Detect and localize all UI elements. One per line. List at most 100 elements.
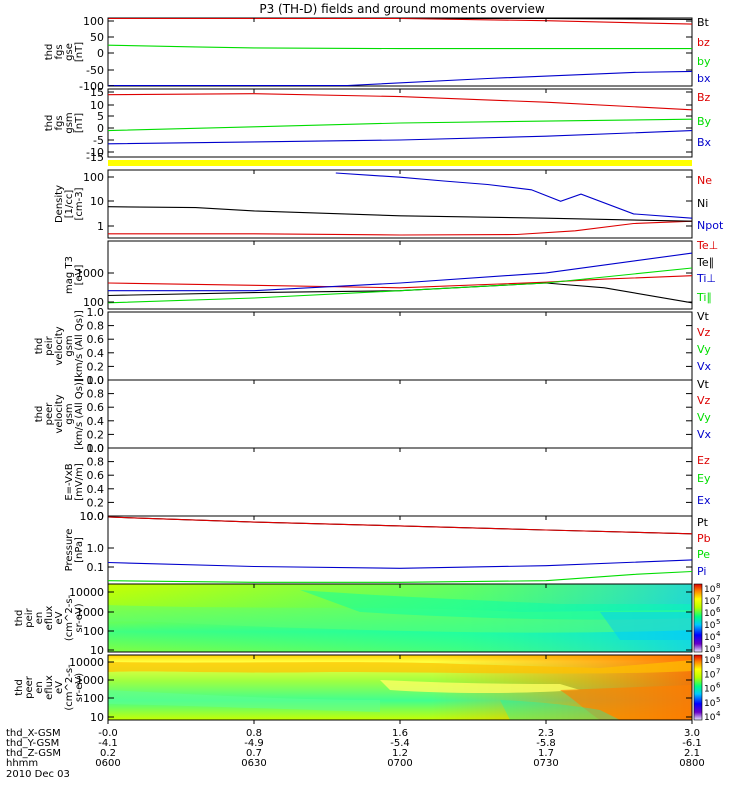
ylabel-line: [nPa] (74, 537, 85, 563)
colorbar-tick-label: 10 (704, 685, 716, 695)
series-fgs_gse-2 (107, 44, 692, 50)
ylabel-line: [nT] (74, 113, 85, 133)
series-temperature-0 (107, 275, 693, 289)
ytick-label-temperature: 100 (83, 296, 104, 309)
legend-fgs_gse-1: bz (697, 36, 710, 49)
ylabel-line: gsm (64, 112, 75, 133)
ylabel-temperature: mag T3 [eV] (64, 256, 85, 294)
ytick-label-efield: 0.6 (87, 469, 105, 482)
colorbar-tick-label: 10 (704, 713, 716, 723)
ylabel-line: peer (24, 675, 35, 699)
ephemeris-row-label: hhmm (6, 758, 38, 769)
ylabel-line: E=-VxB (64, 463, 75, 500)
legend-fgs_gsm-2: Bx (697, 136, 712, 149)
ytick-label-peir_spec: 10000 (69, 586, 104, 599)
ylabel-line: thd (34, 338, 45, 355)
ytick-label-peer_spec: 1000 (76, 674, 104, 687)
ytick-label-pressure: 1.0 (87, 542, 105, 555)
ytick-label-fgs_gsm: -5 (93, 134, 104, 147)
legend-fgs_gsm-0: Bz (697, 91, 711, 104)
legend-temperature-2: Ti⊥ (696, 272, 716, 285)
ylabel-fgs_gse: thd fgs gse [nT] (44, 42, 85, 62)
colorbar-tick-exp: 6 (716, 606, 721, 614)
legend-peir_velocity-3: Vx (697, 360, 712, 373)
legend-peer_velocity-2: Vy (697, 411, 711, 424)
ylabel-line: [cm-3] (74, 187, 85, 220)
ylabel-peir_spec: thd peir en eflux eV (cm^2-s-sr-eV) (14, 594, 85, 641)
legend-pressure-2: Pe (697, 548, 710, 561)
colorbar-tick-label: 10 (704, 621, 716, 631)
ephemeris-value: 2.1 (684, 748, 700, 759)
ephemeris-row-label: thd_X-GSM (6, 728, 61, 739)
ytick-label-peir_velocity: 1.0 (87, 306, 105, 319)
legend-pressure-3: Pi (697, 565, 706, 578)
ephemeris-value: 1.2 (392, 748, 408, 759)
colorbar-tick-label: 10 (704, 699, 716, 709)
ytick-label-fgs_gsm: 5 (97, 110, 104, 123)
ylabel-line: [nT] (74, 42, 85, 62)
legend-temperature-1: Te∥ (696, 256, 714, 269)
ylabel-line: fgs (54, 115, 65, 130)
ytick-label-peer_spec: 10000 (69, 656, 104, 669)
ylabel-line: gsm (64, 403, 75, 424)
ylabel-density: Density [1/cc] [cm-3] (54, 185, 85, 223)
series-pressure-1 (107, 516, 693, 535)
ytick-label-density: 1 (97, 220, 104, 233)
plot-title: P3 (TH-D) fields and ground moments over… (259, 2, 544, 16)
ylabel-line: gsm (64, 335, 75, 356)
series-fgs_gsm-2 (107, 130, 693, 145)
panel-frame-peir-velocity (107, 311, 693, 381)
ytick-label-fgs_gse: 0 (97, 47, 104, 60)
time-tick-label: 0700 (387, 758, 412, 769)
time-tick-label: 0730 (533, 758, 558, 769)
ytick-label-pressure: 0.1 (87, 561, 105, 574)
ylabel-line: peir (44, 335, 55, 355)
legend-temperature-0: Te⊥ (696, 239, 718, 252)
ylabel-line: thd (44, 44, 55, 61)
ytick-label-peir_velocity: 0.0 (87, 374, 105, 387)
legend-density-0: Ne (697, 174, 712, 187)
ytick-label-fgs_gsm: 0 (97, 122, 104, 135)
ytick-label-fgs_gsm: 10 (90, 99, 104, 112)
spectrogram-peer (107, 654, 693, 721)
ylabel-line: mag T3 (64, 256, 75, 294)
ylabel-line: velocity (54, 394, 65, 433)
ytick-label-peer_velocity: 0.2 (87, 428, 105, 441)
legend-efield-1: Ey (697, 472, 711, 485)
colorbar-tick-label: 10 (704, 656, 716, 666)
ytick-label-peer_spec: 10 (90, 711, 104, 724)
ephemeris-value: 0.2 (100, 748, 116, 759)
ephemeris-value: -4.1 (98, 738, 118, 749)
ylabel-efield: E=-VxB [mV/m] (64, 463, 85, 501)
legend-fgs_gse-3: bx (697, 72, 711, 85)
colorbar-tick-exp: 3 (716, 642, 720, 650)
colorbar-tick-label: 10 (704, 609, 716, 619)
ylabel-line: eflux (44, 606, 55, 631)
ylabel-line: eflux (44, 675, 55, 700)
legend-fgs_gsm-1: By (697, 115, 712, 128)
ytick-label-temperature: 1000 (76, 267, 104, 280)
ytick-label-peir_velocity: 0.2 (87, 360, 105, 373)
ylabel-line: peer (44, 402, 55, 426)
ephemeris-value: 3.0 (684, 728, 700, 739)
ylabel-peir_velocity: thd peir velocity gsm [km/s (All Qs)] (34, 310, 85, 382)
ytick-label-pressure: 10.0 (80, 510, 105, 523)
ylabel-peer_velocity: thd peer velocity gsm [km/s (All Qs)] (34, 378, 85, 450)
legend-pressure-0: Pt (697, 516, 709, 529)
ylabel-line: en (34, 612, 45, 625)
series-density-1 (107, 206, 693, 222)
ephemeris-value: 1.7 (538, 748, 554, 759)
ytick-label-fgs_gse: -50 (86, 64, 104, 77)
spectrogram-peir (107, 583, 693, 653)
colorbar-tick-label: 10 (704, 597, 716, 607)
colorbar-tick-exp: 4 (716, 710, 721, 718)
ylabel-line: thd (44, 115, 55, 132)
ylabel-line: eV (54, 681, 65, 694)
series-temperature-3 (107, 267, 693, 304)
ylabel-line: thd (14, 610, 25, 627)
ephemeris-row-label: thd_Z-GSM (6, 748, 61, 759)
